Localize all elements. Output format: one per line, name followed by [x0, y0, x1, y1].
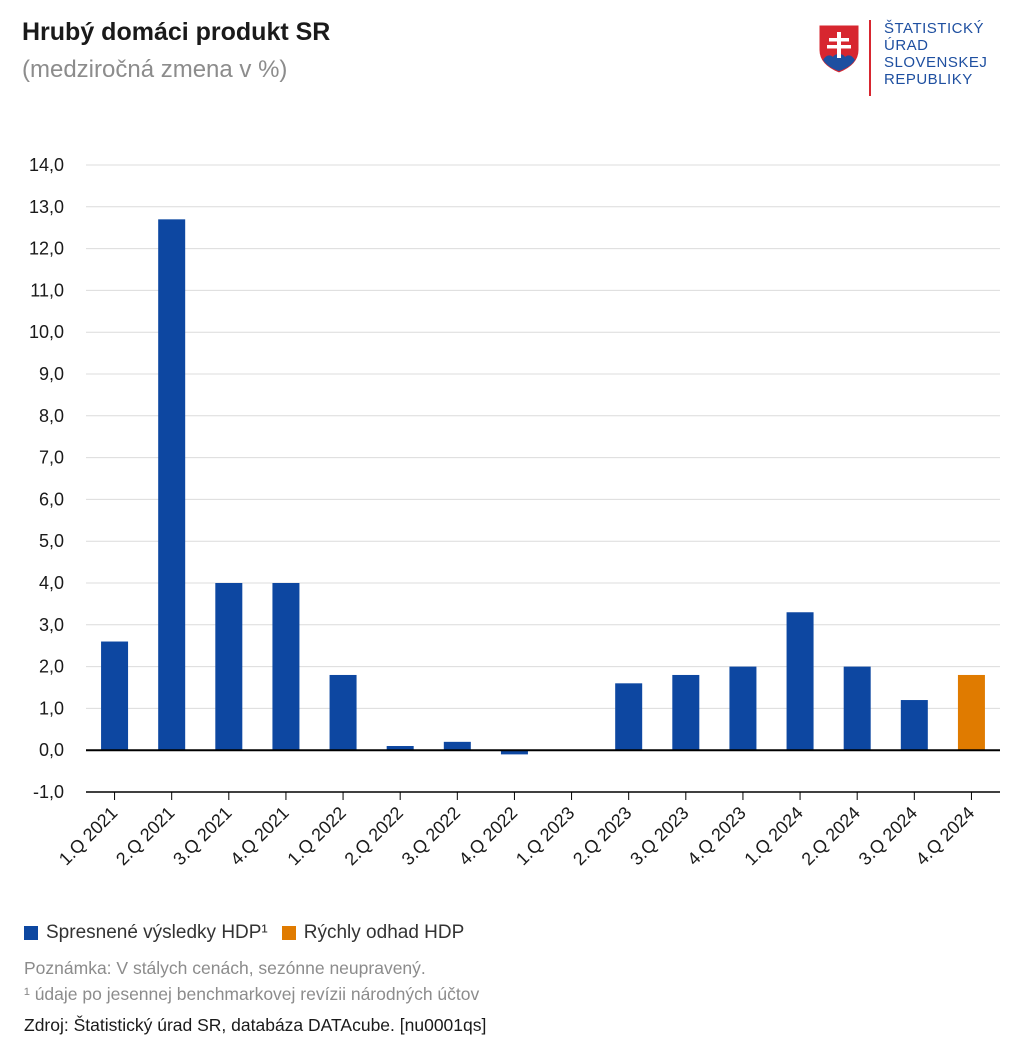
x-tick-label: 2.Q 2022: [341, 803, 408, 870]
logo-line: ÚRAD: [884, 37, 929, 54]
y-tick-label: 14,0: [29, 155, 64, 175]
x-tick-label: 1.Q 2023: [512, 803, 579, 870]
bar: [786, 612, 814, 751]
bar: [101, 641, 129, 751]
y-tick-label: 4,0: [39, 573, 64, 593]
y-tick-label: 11,0: [30, 280, 64, 300]
legend-item-refined[interactable]: Spresnené výsledky HDP¹: [24, 922, 268, 944]
chart-title: Hrubý domáci produkt SR: [22, 18, 331, 46]
x-tick-label: 4.Q 2022: [455, 803, 522, 870]
y-tick-label: -1,0: [33, 782, 64, 802]
logo-divider: [869, 20, 871, 96]
x-tick-label: 2.Q 2021: [112, 803, 179, 870]
bar: [272, 583, 300, 751]
x-tick-label: 4.Q 2024: [912, 803, 979, 870]
bar: [500, 750, 528, 755]
y-tick-label: 10,0: [29, 322, 64, 342]
y-tick-label: 1,0: [39, 698, 64, 718]
y-tick-label: 12,0: [29, 239, 64, 259]
x-tick-label: 3.Q 2021: [169, 803, 236, 870]
bar: [900, 700, 928, 751]
x-tick-label: 2.Q 2023: [569, 803, 636, 870]
y-tick-label: 2,0: [39, 657, 64, 677]
chart-note: Poznámka: V stálych cenách, sezónne neup…: [24, 958, 426, 978]
x-tick-label: 2.Q 2024: [798, 803, 865, 870]
statistical-office-logo: ŠTATISTICKÝ ÚRAD SLOVENSKEJ REPUBLIKY: [818, 20, 1008, 100]
bar: [615, 683, 643, 751]
x-tick-label: 4.Q 2023: [683, 803, 750, 870]
chart-legend: Spresnené výsledky HDP¹ Rýchly odhad HDP: [24, 922, 478, 944]
chart-source: Zdroj: Štatistický úrad SR, databáza DAT…: [24, 1015, 487, 1035]
x-tick-label: 4.Q 2021: [226, 803, 293, 870]
x-tick-label: 3.Q 2023: [626, 803, 693, 870]
x-tick-label: 1.Q 2021: [55, 803, 122, 870]
bar: [329, 674, 357, 751]
y-tick-label: 7,0: [39, 448, 64, 468]
legend-label-refined: Spresnené výsledky HDP¹: [46, 922, 268, 943]
logo-line: ŠTATISTICKÝ: [884, 20, 984, 37]
bar: [386, 746, 414, 751]
chart-subtitle: (medziročná zmena v %): [22, 56, 288, 83]
bar: [443, 741, 471, 751]
logo-line: REPUBLIKY: [884, 71, 973, 88]
x-tick-label: 1.Q 2024: [740, 803, 807, 870]
logo-text: ŠTATISTICKÝ ÚRAD SLOVENSKEJ REPUBLIKY: [884, 20, 987, 88]
legend-swatch-refined: [24, 926, 38, 940]
logo-line: SLOVENSKEJ: [884, 54, 988, 71]
x-tick-label: 3.Q 2024: [855, 803, 922, 870]
bar: [729, 666, 757, 751]
bar: [672, 674, 700, 751]
y-tick-label: 8,0: [39, 406, 64, 426]
x-tick-label: 3.Q 2022: [398, 803, 465, 870]
bar: [957, 674, 985, 751]
y-tick-label: 3,0: [39, 615, 64, 635]
y-tick-label: 13,0: [29, 197, 64, 217]
y-tick-label: 9,0: [39, 364, 64, 384]
x-tick-label: 1.Q 2022: [283, 803, 350, 870]
y-tick-label: 6,0: [39, 489, 64, 509]
bar: [158, 219, 186, 751]
bar: [215, 583, 243, 751]
bar: [843, 666, 871, 751]
y-tick-label: 5,0: [39, 531, 64, 551]
legend-swatch-flash: [281, 926, 296, 940]
slovak-coat-of-arms-icon: [818, 24, 860, 74]
legend-label-flash: Rýchly odhad HDP: [303, 922, 465, 943]
y-tick-label: 0,0: [39, 740, 64, 760]
chart-footnote: ¹ údaje po jesennej benchmarkovej revízi…: [24, 984, 480, 1004]
legend-item-flash[interactable]: Rýchly odhad HDP: [281, 922, 465, 944]
gdp-bar-chart: 14,0 13,0 12,0 11,0 10,0 9,0 8,0 7,0 6,0 5,0 4,0 3,…: [29, 155, 1000, 870]
